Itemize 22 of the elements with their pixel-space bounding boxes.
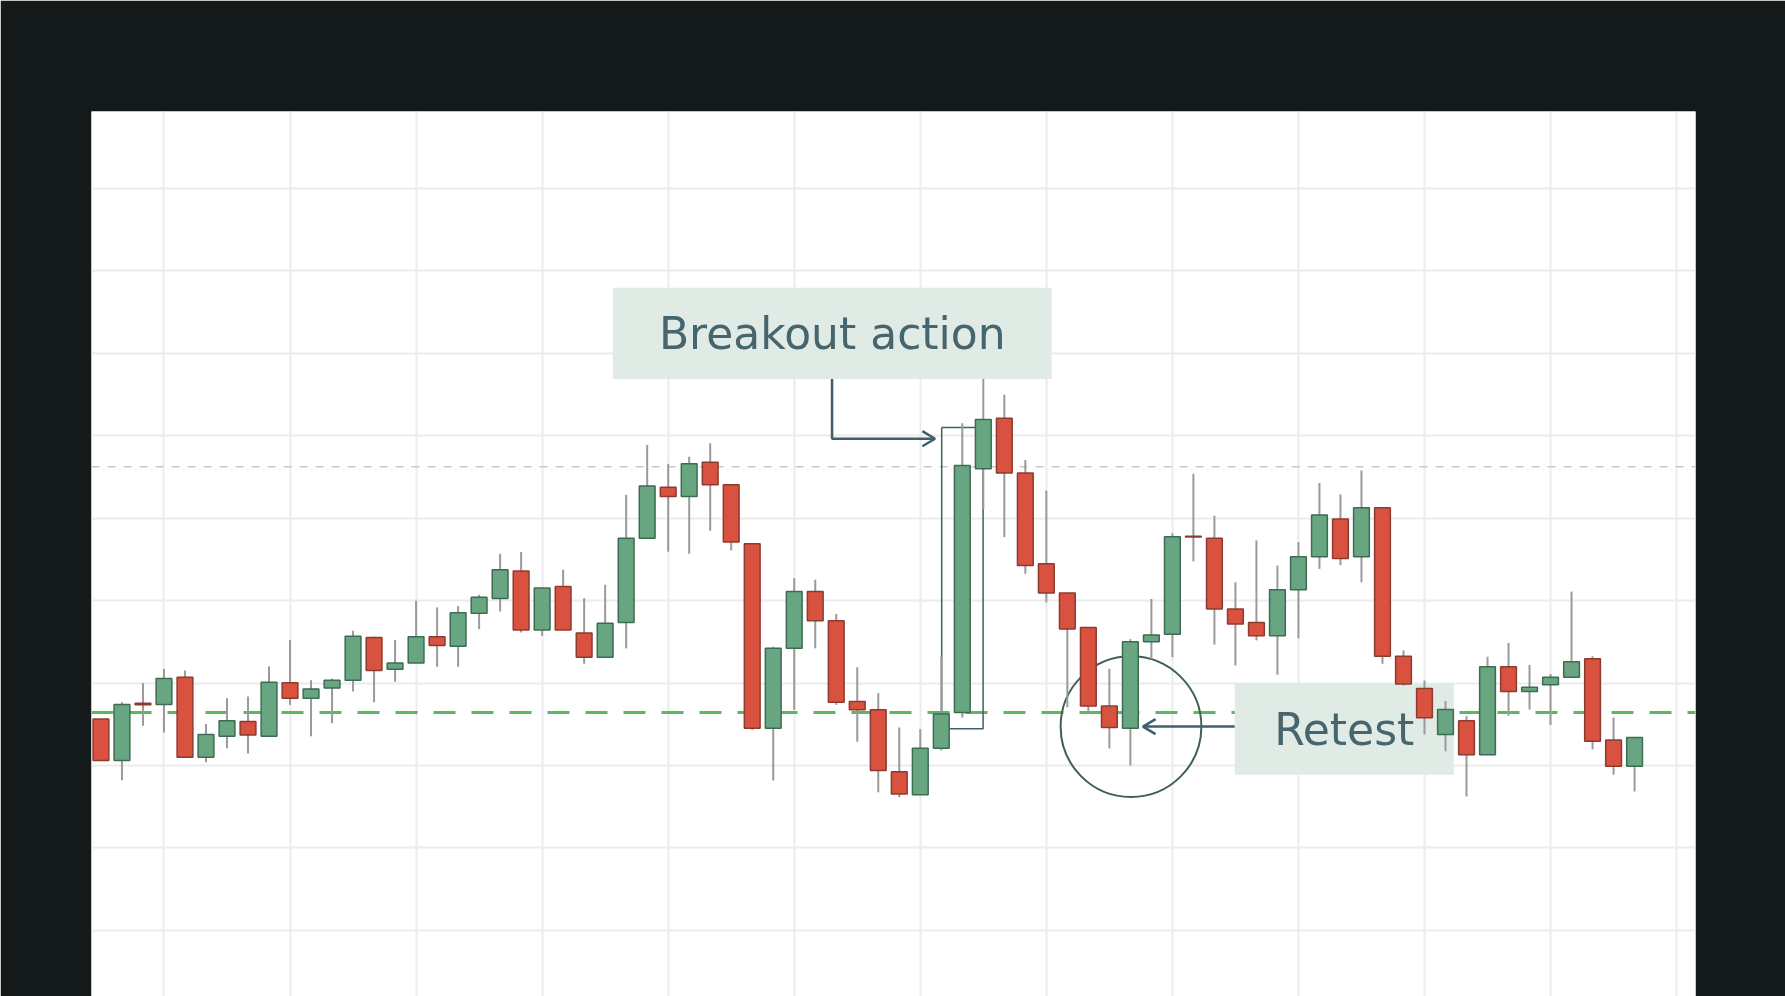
candlestick	[848, 666, 866, 743]
text: Breakout action	[658, 307, 1006, 359]
candlestick	[323, 677, 341, 725]
candlestick	[470, 593, 488, 631]
candlestick	[218, 697, 236, 750]
candlestick	[1247, 539, 1266, 642]
candlestick	[197, 723, 215, 764]
candlestick	[1184, 472, 1203, 563]
candlestick	[281, 638, 299, 706]
annotation: Retest	[1274, 703, 1415, 755]
candlestick	[659, 462, 677, 553]
candlestick	[701, 442, 719, 532]
candlestick	[890, 726, 908, 799]
candlestick	[134, 682, 152, 727]
candlestick	[1226, 581, 1245, 667]
candlestick	[239, 695, 257, 755]
candlestick	[1541, 672, 1560, 726]
candlestick	[302, 679, 320, 738]
candlestick	[1562, 590, 1581, 679]
candlestick	[386, 638, 404, 683]
candlestick	[428, 606, 446, 668]
candlestick	[1100, 667, 1118, 750]
